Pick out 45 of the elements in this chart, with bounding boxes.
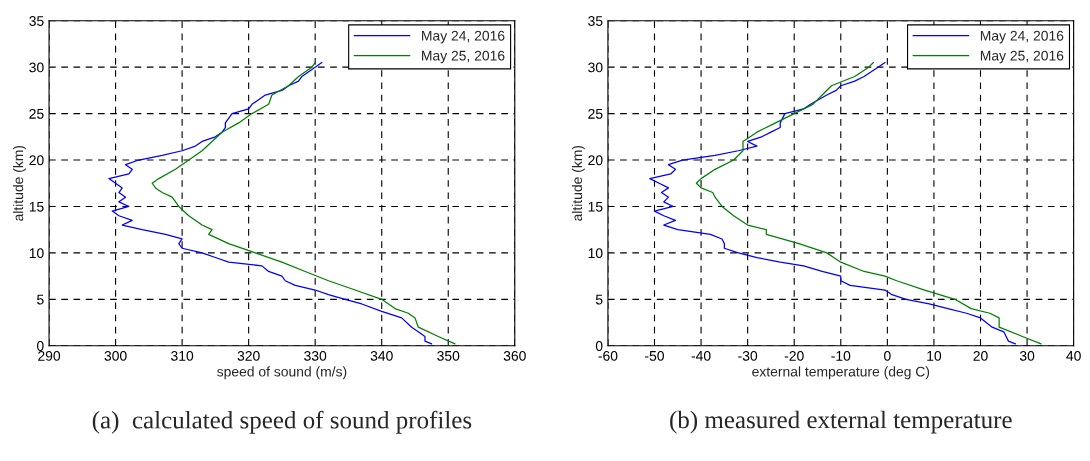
y-tick-label: 25	[588, 108, 603, 119]
x-tick-label: 350	[437, 350, 460, 361]
y-tick-label: 15	[588, 201, 603, 212]
legend-label: May 24, 2016	[422, 30, 505, 44]
x-tick-label: -60	[598, 350, 618, 361]
x-tick-label: 40	[1066, 350, 1081, 361]
legend-label: May 24, 2016	[980, 30, 1064, 44]
y-tick-label: 10	[29, 248, 44, 259]
y-tick-label: 25	[29, 108, 44, 119]
text: (a) calculated speed of sound profiles	[92, 410, 472, 434]
x-tick-label: 290	[38, 350, 61, 361]
y-axis-title: altitude (km)	[13, 145, 26, 221]
x-tick-label: 360	[503, 350, 526, 361]
y-tick-label: 20	[29, 155, 44, 166]
text: (b) measured external temperature	[670, 410, 1012, 434]
y-tick-label: 15	[29, 201, 44, 212]
x-tick-label: -30	[738, 350, 758, 361]
y-tick-label: 10	[588, 248, 603, 259]
y-axis-title: altitude (km)	[571, 145, 585, 221]
y-tick-label: 5	[595, 294, 603, 305]
y-tick-label: 5	[37, 294, 44, 305]
y-tick-label: 35	[588, 16, 603, 26]
x-tick-label: 330	[304, 350, 327, 361]
y-tick-label: 35	[29, 16, 44, 26]
x-tick-label: -20	[784, 350, 804, 361]
x-tick-label: -40	[691, 350, 711, 361]
legend-label: May 25, 2016	[422, 50, 505, 64]
x-tick-label: 10	[927, 350, 942, 361]
x-tick-label: -50	[645, 350, 664, 361]
x-tick-label: 310	[171, 350, 194, 361]
legend-label: May 25, 2016	[980, 50, 1064, 64]
x-tick-label: -10	[831, 350, 851, 361]
y-tick-label: 20	[588, 155, 603, 166]
y-tick-label: 0	[595, 341, 603, 351]
y-tick-label: 0	[37, 341, 44, 351]
x-axis-title: external temperature (deg C)	[752, 366, 930, 380]
x-tick-label: 20	[973, 350, 988, 361]
x-tick-label: 320	[237, 350, 260, 361]
x-axis-title: speed of sound (m/s)	[217, 366, 347, 380]
y-tick-label: 30	[588, 62, 603, 73]
x-tick-label: 300	[104, 350, 127, 361]
y-tick-label: 30	[29, 62, 44, 73]
x-tick-label: 30	[1019, 350, 1035, 361]
x-tick-label: 340	[370, 350, 393, 361]
x-tick-label: 0	[884, 350, 891, 361]
